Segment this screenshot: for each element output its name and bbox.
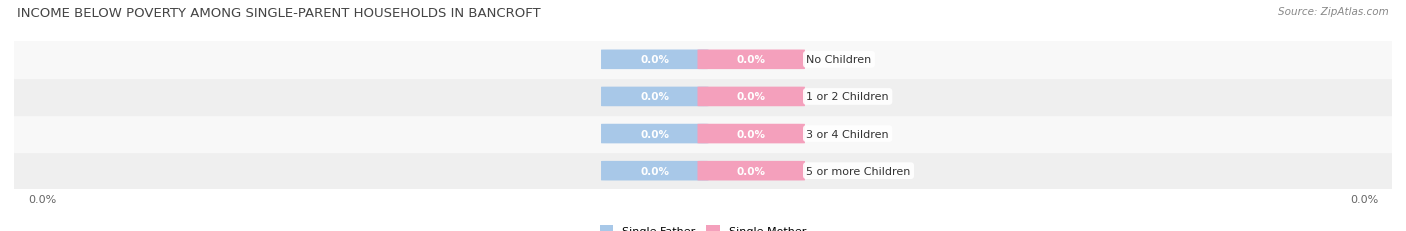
Bar (14, 79, 1392, 116)
Text: 1 or 2 Children: 1 or 2 Children (807, 92, 889, 102)
Text: 0.0%: 0.0% (737, 92, 766, 102)
Text: 0.0%: 0.0% (28, 194, 56, 204)
Text: 3 or 4 Children: 3 or 4 Children (807, 129, 889, 139)
Text: 0.0%: 0.0% (640, 129, 669, 139)
Bar (14, 42, 1392, 79)
FancyBboxPatch shape (697, 87, 806, 107)
Bar (14, 152, 1392, 189)
Text: 0.0%: 0.0% (640, 166, 669, 176)
Text: 0.0%: 0.0% (737, 166, 766, 176)
Text: Source: ZipAtlas.com: Source: ZipAtlas.com (1278, 7, 1389, 17)
Legend: Single Father, Single Mother: Single Father, Single Mother (596, 221, 810, 231)
Text: 5 or more Children: 5 or more Children (807, 166, 911, 176)
Text: 0.0%: 0.0% (640, 92, 669, 102)
FancyBboxPatch shape (600, 124, 709, 144)
Text: INCOME BELOW POVERTY AMONG SINGLE-PARENT HOUSEHOLDS IN BANCROFT: INCOME BELOW POVERTY AMONG SINGLE-PARENT… (17, 7, 540, 20)
Text: 0.0%: 0.0% (737, 55, 766, 65)
FancyBboxPatch shape (697, 161, 806, 181)
Text: No Children: No Children (807, 55, 872, 65)
FancyBboxPatch shape (600, 50, 709, 70)
FancyBboxPatch shape (600, 161, 709, 181)
FancyBboxPatch shape (697, 124, 806, 144)
Text: 0.0%: 0.0% (640, 55, 669, 65)
Bar (14, 116, 1392, 152)
FancyBboxPatch shape (600, 87, 709, 107)
FancyBboxPatch shape (697, 50, 806, 70)
Text: 0.0%: 0.0% (737, 129, 766, 139)
Text: 0.0%: 0.0% (1350, 194, 1378, 204)
